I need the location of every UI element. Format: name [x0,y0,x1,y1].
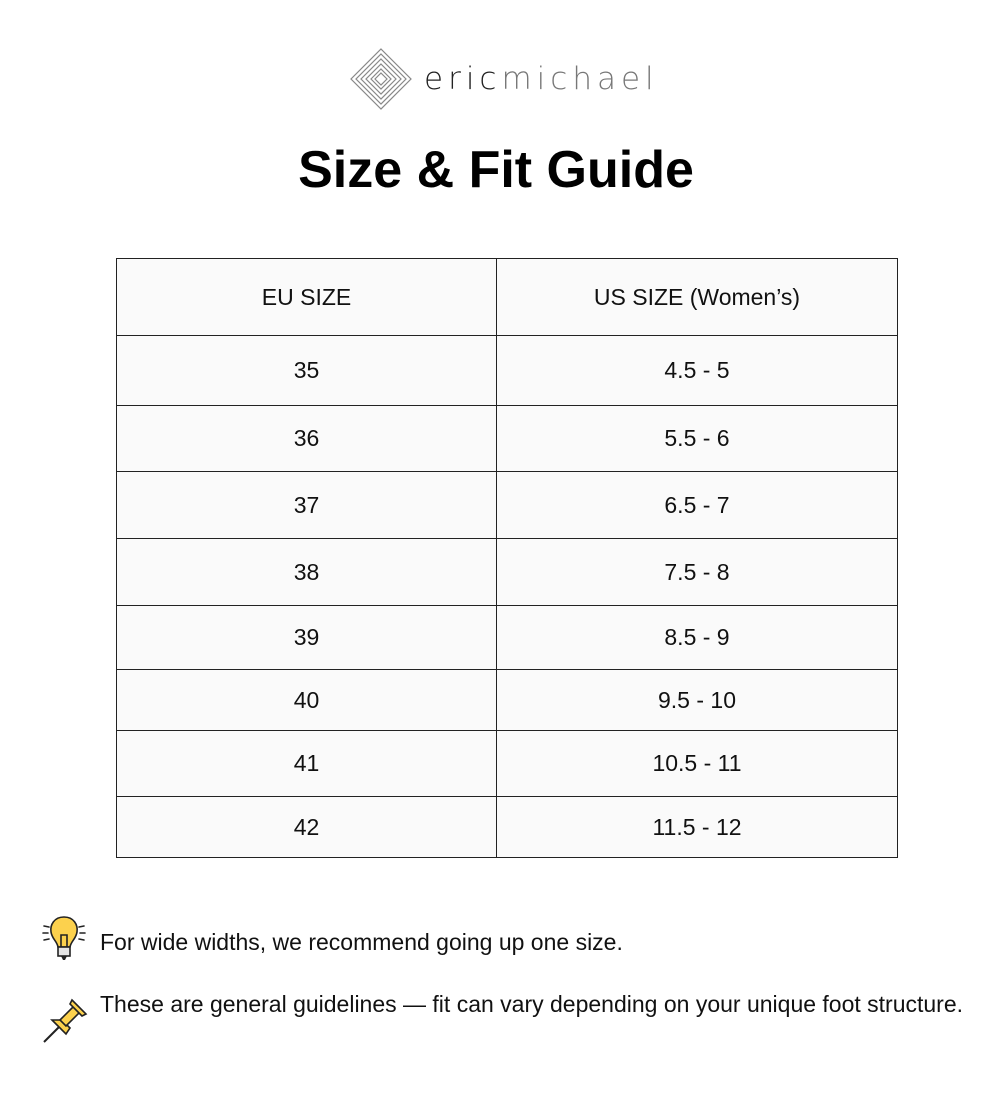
us-size-cell: 8.5 - 9 [496,605,898,670]
eu-size-cell: 38 [116,538,497,606]
table-row: 35 4.5 - 5 [116,335,898,406]
note-wide-widths: For wide widths, we recommend going up o… [100,929,623,955]
eu-size-cell: 35 [116,335,497,406]
brand-name: ericmichael [424,61,659,97]
size-table: EU SIZE US SIZE (Women’s) 35 4.5 - 5 36 5.5… [116,258,898,858]
us-size-cell: 5.5 - 6 [496,405,898,472]
pushpin-icon [40,994,90,1051]
table-row: 37 6.5 - 7 [116,471,898,539]
eu-size-cell: 42 [116,796,497,858]
us-size-cell: 4.5 - 5 [496,335,898,406]
note-general-guidelines: These are general guidelines — fit can v… [100,991,964,1017]
header-eu-size: EU SIZE [116,258,497,336]
us-size-cell: 9.5 - 10 [496,669,898,731]
header-us-size: US SIZE (Women’s) [496,258,898,336]
eu-size-cell: 37 [116,471,497,539]
table-row: 40 9.5 - 10 [116,669,898,731]
us-size-cell: 6.5 - 7 [496,471,898,539]
eu-size-cell: 40 [116,669,497,731]
table-row: 42 11.5 - 12 [116,796,898,858]
table-row: 41 10.5 - 11 [116,730,898,797]
eu-size-cell: 41 [116,730,497,797]
us-size-cell: 10.5 - 11 [496,730,898,797]
us-size-cell: 11.5 - 12 [496,796,898,858]
table-row: 36 5.5 - 6 [116,405,898,472]
table-header-row: EU SIZE US SIZE (Women’s) [116,258,898,336]
brand-logo: ericmichael [350,48,659,110]
page-title: Size & Fit Guide [298,141,694,199]
eu-size-cell: 36 [116,405,497,472]
table-row: 38 7.5 - 8 [116,538,898,606]
lightbulb-icon [40,914,88,971]
diamond-logo-icon [350,48,412,110]
us-size-cell: 7.5 - 8 [496,538,898,606]
eu-size-cell: 39 [116,605,497,670]
table-row: 39 8.5 - 9 [116,605,898,670]
